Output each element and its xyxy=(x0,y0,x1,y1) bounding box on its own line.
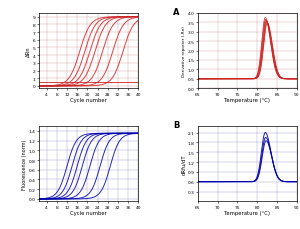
X-axis label: Temperature (°C): Temperature (°C) xyxy=(224,98,270,103)
X-axis label: Cycle number: Cycle number xyxy=(70,98,107,103)
Y-axis label: ΔRn: ΔRn xyxy=(26,46,31,57)
X-axis label: Temperature (°C): Temperature (°C) xyxy=(224,210,270,215)
Y-axis label: Fluorescence (norm): Fluorescence (norm) xyxy=(22,139,27,189)
Y-axis label: Derivative reporter (-Rn): Derivative reporter (-Rn) xyxy=(182,26,186,77)
Y-axis label: dRfu/dT: dRfu/dT xyxy=(181,154,186,174)
Text: A: A xyxy=(173,8,179,17)
X-axis label: Cycle number: Cycle number xyxy=(70,210,107,215)
Text: B: B xyxy=(173,120,179,129)
